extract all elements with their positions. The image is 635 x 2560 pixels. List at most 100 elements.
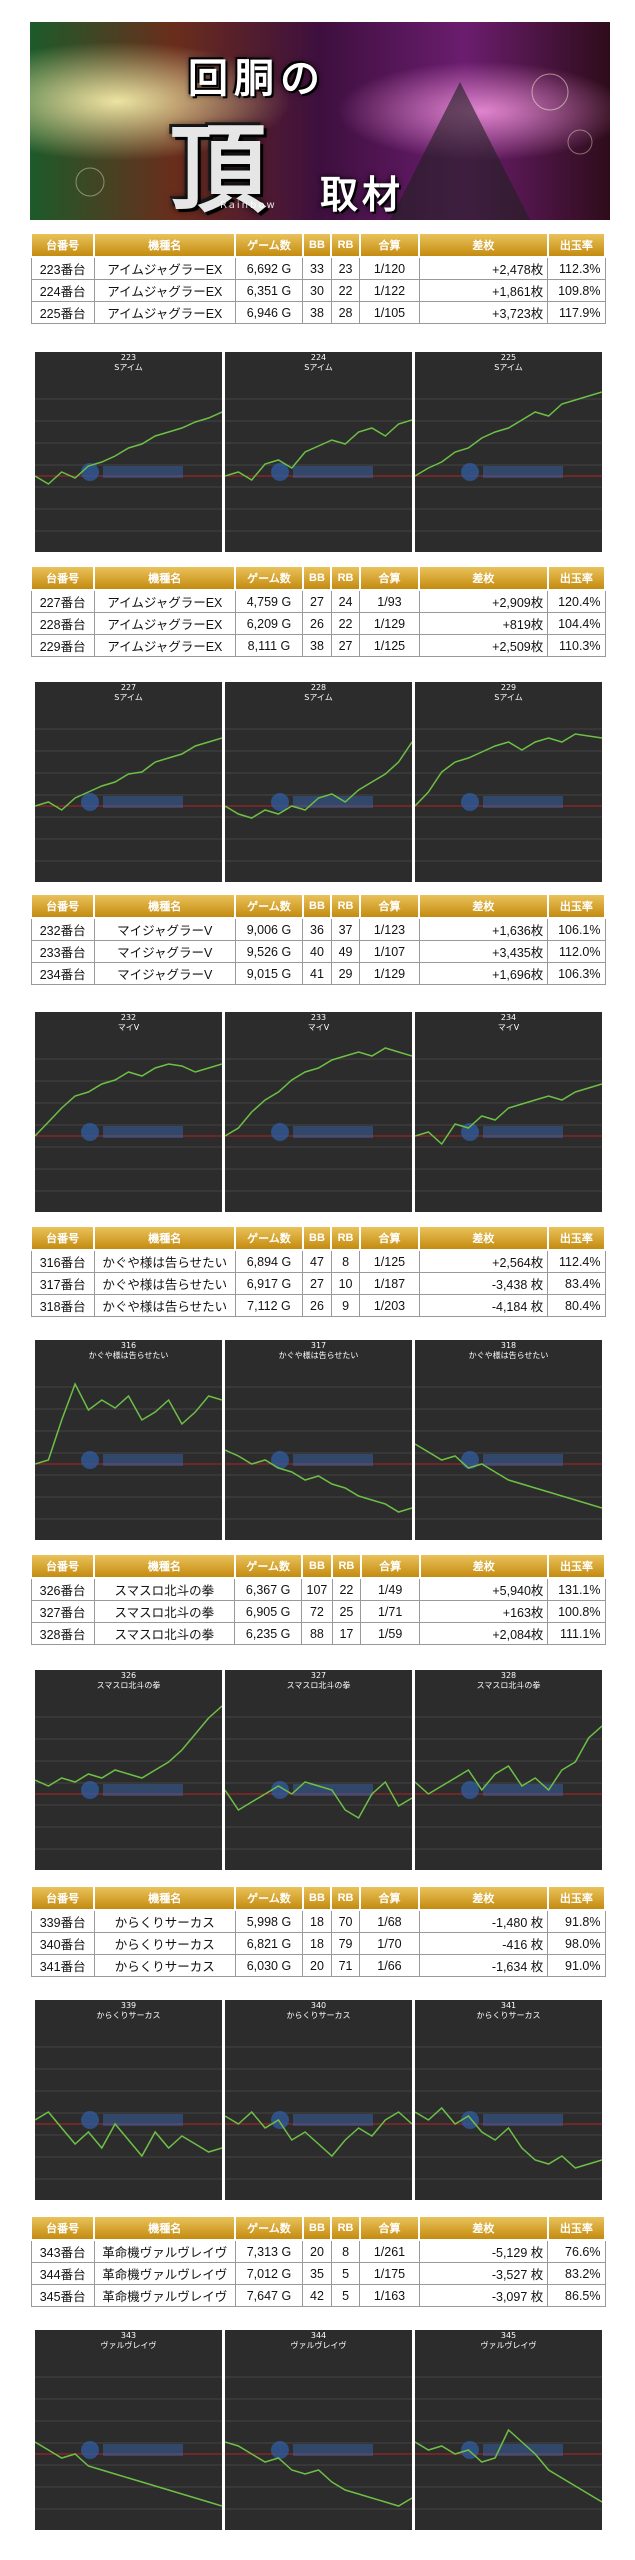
graph-machine-number: 227 xyxy=(120,683,137,692)
table-header-row: 台番号 機種名 ゲーム数 BB RB 合算 差枚 出玉率 xyxy=(29,1885,607,1911)
cell-model: スマスロ北斗の拳 xyxy=(93,1600,236,1623)
watermark-text xyxy=(103,2444,183,2456)
cell-combined: 1/68 xyxy=(359,1909,420,1933)
watermark-logo xyxy=(271,2441,289,2459)
cell-model: 革命機ヴァルヴレイヴ xyxy=(93,2239,236,2263)
cell-diff: -3,527 枚 xyxy=(418,2262,549,2285)
slump-line xyxy=(415,1725,602,1795)
banner-background xyxy=(30,22,610,220)
cell-games: 7,313 G xyxy=(234,2239,304,2263)
cell-payout: 110.3% xyxy=(547,634,606,657)
column-header-model: 機種名 xyxy=(93,1225,237,1251)
cell-payout: 112.0% xyxy=(547,940,606,963)
column-header-diff: 差枚 xyxy=(418,232,549,258)
results-table: 台番号 機種名 ゲーム数 BB RB 合算 差枚 出玉率 223番台 アイムジャグラーEX 6,69… xyxy=(29,232,607,324)
cell-bb: 36 xyxy=(302,917,332,941)
column-header-model: 機種名 xyxy=(93,565,237,591)
watermark-text xyxy=(483,1126,563,1138)
cell-games: 6,946 G xyxy=(234,301,304,324)
cell-payout: 104.4% xyxy=(547,612,606,635)
graph-row: 343 ヴァルヴレイヴ 344 ヴァルヴレイヴ 345 ヴァルヴレイヴ xyxy=(35,2330,602,2530)
cell-bb: 47 xyxy=(302,1249,332,1273)
cell-games: 6,235 G xyxy=(234,1622,303,1645)
cell-payout: 98.0% xyxy=(547,1932,606,1955)
cell-payout: 100.8% xyxy=(547,1600,606,1623)
column-header-bb: BB xyxy=(301,893,333,919)
cell-rb: 8 xyxy=(330,1249,361,1273)
table-row: 326番台 スマスロ北斗の拳 6,367 G 107 22 1/49 +5,940枚 131.… xyxy=(30,1577,606,1601)
cell-no: 327番台 xyxy=(30,1600,95,1623)
column-header-payout: 出玉率 xyxy=(546,2215,607,2241)
cell-diff: +1,636枚 xyxy=(418,917,549,941)
column-header-machine-no: 台番号 xyxy=(29,893,96,919)
watermark-text xyxy=(293,1784,373,1796)
watermark-text xyxy=(103,466,183,478)
cell-no: 317番台 xyxy=(30,1272,95,1295)
cell-model: マイジャグラーV xyxy=(93,917,236,941)
graph-canvas xyxy=(35,398,222,532)
cell-bb: 88 xyxy=(301,1622,333,1645)
cell-no: 229番台 xyxy=(30,634,95,657)
cell-diff: -1,480 枚 xyxy=(418,1909,549,1933)
graph-canvas xyxy=(225,1716,412,1850)
watermark-logo xyxy=(81,2111,99,2129)
graph-machine-number: 341 xyxy=(500,2001,517,2010)
cell-rb: 24 xyxy=(330,589,361,613)
cell-games: 5,998 G xyxy=(234,1909,304,1933)
column-header-games: ゲーム数 xyxy=(234,1225,304,1251)
column-header-bb: BB xyxy=(301,565,333,591)
cell-games: 6,209 G xyxy=(234,612,304,635)
graph-row: 339 からくりサーカス 340 からくりサーカス 341 からくりサーカス xyxy=(35,2000,602,2200)
column-header-games: ゲーム数 xyxy=(234,232,304,258)
graph-canvas xyxy=(225,1047,412,1192)
watermark-logo xyxy=(81,1123,99,1141)
graph-machine-name: からくりサーカス xyxy=(476,2011,541,2020)
cell-payout: 117.9% xyxy=(547,301,606,324)
cell-no: 227番台 xyxy=(30,589,95,613)
graph-canvas xyxy=(35,728,222,862)
column-header-bb: BB xyxy=(301,2215,333,2241)
graph-canvas xyxy=(225,728,412,862)
graph-machine-number: 343 xyxy=(120,2331,137,2340)
cell-no: 225番台 xyxy=(30,301,95,324)
graph-row: 227 Sアイム 228 Sアイム 229 Sアイム xyxy=(35,682,602,882)
cell-games: 6,030 G xyxy=(234,1954,304,1977)
graph-canvas xyxy=(35,2046,222,2180)
watermark-logo xyxy=(271,1123,289,1141)
table-row: 339番台 からくりサーカス 5,998 G 18 70 1/68 -1,480 枚 91.8… xyxy=(30,1909,606,1933)
slump-graph: 228 Sアイム xyxy=(225,682,412,882)
cell-games: 6,894 G xyxy=(234,1249,304,1273)
watermark-logo xyxy=(81,1781,99,1799)
column-header-model: 機種名 xyxy=(93,893,237,919)
graph-machine-name: Sアイム xyxy=(114,363,143,372)
watermark-text xyxy=(103,1454,183,1466)
cell-games: 8,111 G xyxy=(234,634,304,657)
column-header-rb: RB xyxy=(330,893,361,919)
cell-model: マイジャグラーV xyxy=(93,940,236,963)
cell-combined: 1/163 xyxy=(359,2284,420,2307)
table-row: 233番台 マイジャグラーV 9,526 G 40 49 1/107 +3,435枚 112.… xyxy=(30,940,606,963)
cell-no: 341番台 xyxy=(30,1954,95,1977)
cell-games: 6,905 G xyxy=(234,1600,303,1623)
cell-no: 344番台 xyxy=(30,2262,95,2285)
graph-row: 223 Sアイム 224 Sアイム 225 Sアイム xyxy=(35,352,602,552)
table-row: 223番台 アイムジャグラーEX 6,692 G 33 23 1/120 +2,478枚 11… xyxy=(30,256,606,280)
column-header-model: 機種名 xyxy=(93,2215,237,2241)
cell-bb: 35 xyxy=(302,2262,332,2285)
slump-graph: 344 ヴァルヴレイヴ xyxy=(225,2330,412,2530)
slump-graph: 225 Sアイム xyxy=(415,352,602,552)
cell-combined: 1/129 xyxy=(359,612,420,635)
cell-rb: 22 xyxy=(331,1577,362,1601)
cell-combined: 1/49 xyxy=(360,1577,421,1601)
graph-machine-number: 328 xyxy=(500,1671,517,1680)
watermark-text xyxy=(293,2114,373,2126)
graph-canvas xyxy=(415,391,602,532)
results-table: 台番号 機種名 ゲーム数 BB RB 合算 差枚 出玉率 326番台 スマスロ北斗の拳 6,367 … xyxy=(29,1553,607,1645)
cell-rb: 71 xyxy=(330,1954,361,1977)
graph-machine-name: Sアイム xyxy=(114,693,143,702)
column-header-diff: 差枚 xyxy=(418,1225,549,1251)
cell-combined: 1/175 xyxy=(359,2262,420,2285)
column-header-bb: BB xyxy=(301,1225,333,1251)
graph-machine-name: Sアイム xyxy=(494,693,523,702)
slump-graph: 234 マイV xyxy=(415,1012,602,1212)
